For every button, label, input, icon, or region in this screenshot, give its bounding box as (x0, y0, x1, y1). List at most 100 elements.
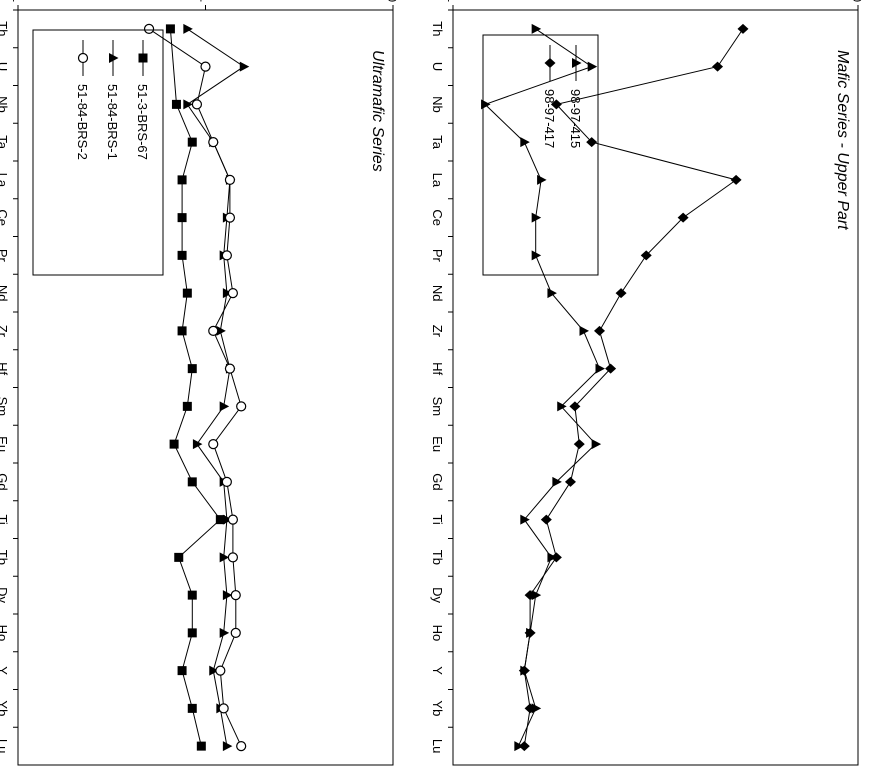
x-tick-label: Pr (430, 249, 445, 263)
data-point-51-84-BRS-1 (239, 61, 250, 72)
data-point-51-84-BRS-1 (216, 325, 226, 336)
x-tick-label: U (0, 62, 10, 71)
y-tick-label: 10 (850, 0, 864, 2)
series-line-98-97-415 (484, 28, 601, 747)
x-tick-label: Th (430, 21, 445, 36)
data-point-51-3-BRS-67 (177, 666, 187, 676)
x-tick-label: Yb (0, 700, 10, 716)
x-tick-label: Eu (0, 436, 10, 452)
chart-mafic-upper: Th U Nb Ta La Ce Pr Nd Zr Hf Sm Eu Gd Ti Tb Dy Ho Y Yb Lu 1… (430, 0, 864, 766)
x-tick-label: Eu (430, 436, 445, 452)
x-tick-label: La (430, 173, 445, 188)
x-tick-label: Th (0, 21, 10, 36)
series-layer (481, 23, 749, 752)
legend-marker (138, 53, 148, 63)
x-tick-label: Lu (0, 739, 10, 753)
x-tick-label: U (430, 62, 445, 71)
x-tick-label: Sm (0, 397, 10, 417)
data-point-51-3-BRS-67 (169, 439, 179, 449)
data-point-51-3-BRS-67 (187, 364, 197, 374)
x-tick-label: Ce (430, 209, 445, 226)
data-point-98-97-417 (593, 325, 605, 336)
data-point-51-84-BRS-2 (200, 61, 211, 72)
x-tick-label: Pr (0, 249, 10, 263)
data-point-51-3-BRS-67 (187, 590, 197, 600)
data-point-98-97-417 (615, 288, 627, 299)
data-point-51-84-BRS-2 (227, 514, 238, 525)
data-point-51-3-BRS-67 (174, 552, 184, 562)
x-tick-label: Ta (0, 135, 10, 150)
data-point-98-97-417 (730, 174, 742, 185)
data-point-98-97-415 (520, 137, 530, 148)
data-point-51-84-BRS-2 (218, 703, 229, 714)
data-point-98-97-417 (550, 552, 562, 563)
data-point-98-97-415 (595, 363, 605, 374)
x-tick-label: Yb (430, 700, 445, 716)
legend-label: 51-3-BRS-67 (135, 84, 150, 160)
x-tick-label: Ho (430, 625, 445, 642)
x-tick-label: Hf (0, 362, 10, 375)
data-point-98-97-417 (550, 99, 562, 110)
data-point-51-3-BRS-67 (182, 401, 192, 411)
series-line-51-84-BRS-2 (148, 28, 242, 747)
x-tick-label: Sm (430, 397, 445, 417)
x-tick-label: Gd (0, 473, 10, 490)
data-point-51-84-BRS-2 (227, 552, 238, 563)
x-tick-label: Ho (0, 625, 10, 642)
data-point-51-3-BRS-67 (187, 703, 197, 713)
x-tick-label: Nd (0, 285, 10, 302)
plot-frame (452, 9, 859, 766)
data-point-51-3-BRS-67 (182, 288, 192, 298)
data-point-98-97-417 (573, 439, 585, 450)
x-tick-label: Ti (0, 514, 10, 524)
data-point-98-97-417 (518, 741, 530, 752)
legend-marker (77, 52, 89, 64)
data-point-98-97-415 (552, 476, 562, 487)
x-tick-label: Tb (0, 550, 10, 565)
series-layer (143, 23, 250, 752)
x-tick-label: Gd (430, 473, 445, 490)
data-point-51-84-BRS-2 (208, 439, 219, 450)
legend: 51-3-BRS-67 51-84-BRS-1 51-84-BRS-2 (32, 29, 164, 276)
data-point-98-97-415 (587, 61, 598, 72)
data-point-98-97-415 (520, 514, 530, 525)
data-point-51-84-BRS-2 (230, 627, 241, 638)
legend-box (482, 34, 599, 276)
data-point-51-84-BRS-1 (222, 514, 233, 525)
data-point-51-84-BRS-1 (209, 665, 219, 676)
x-tick-label: Tb (430, 550, 445, 565)
data-point-51-3-BRS-67 (177, 213, 187, 223)
x-tick-label: Zr (430, 325, 445, 338)
y-tick-label: 1 (198, 0, 212, 2)
x-tick-label: Ti (430, 514, 445, 524)
series-line-51-3-BRS-67 (169, 28, 221, 747)
data-point-51-84-BRS-2 (230, 590, 241, 601)
data-point-98-97-417 (737, 23, 749, 34)
data-point-98-97-415 (531, 590, 542, 601)
data-point-51-84-BRS-1 (183, 23, 193, 34)
y-tick-label: 1 (445, 0, 459, 2)
data-point-51-3-BRS-67 (215, 515, 225, 525)
y-tick-labels: 10 1 0.1 (10, 0, 399, 10)
series-line-98-97-417 (523, 28, 744, 747)
x-tick-label: Dy (0, 587, 10, 603)
data-point-98-97-415 (531, 703, 542, 714)
data-point-98-97-415 (547, 288, 557, 299)
x-tick-label: Nb (0, 96, 10, 113)
y-tick-label: 0.1 (10, 0, 24, 2)
data-point-51-84-BRS-2 (208, 325, 219, 336)
data-point-98-97-415 (531, 23, 542, 34)
y-tick-labels: 10 1 (445, 0, 864, 10)
chart-title: Ultramafic Series (369, 50, 386, 172)
x-tick-label: Y (430, 666, 445, 675)
data-point-51-3-BRS-67 (196, 741, 206, 751)
data-point-51-3-BRS-67 (177, 326, 187, 336)
data-point-51-84-BRS-1 (222, 590, 233, 601)
data-point-98-97-417 (564, 476, 576, 487)
data-point-98-97-417 (677, 212, 689, 223)
data-point-51-3-BRS-67 (171, 99, 181, 109)
x-tick-label: Zr (0, 325, 10, 338)
legend-marker (109, 53, 119, 63)
data-point-51-3-BRS-67 (187, 628, 197, 638)
data-point-51-3-BRS-67 (187, 137, 197, 147)
